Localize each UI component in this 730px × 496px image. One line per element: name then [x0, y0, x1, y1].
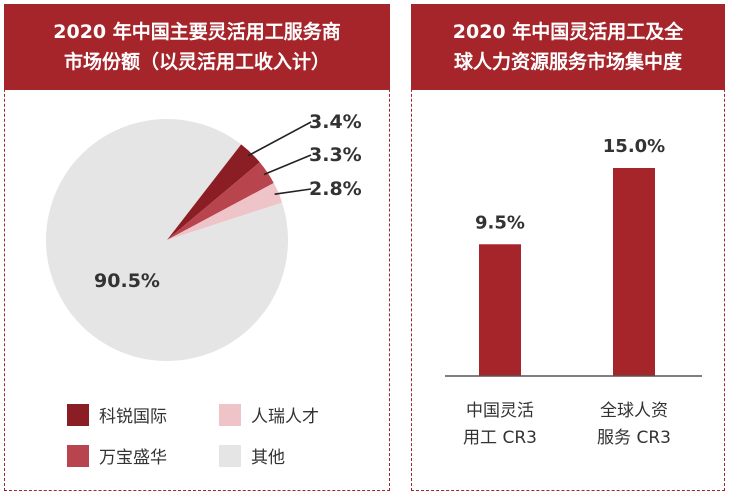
legend-item-other: 其他 [219, 443, 285, 468]
pie-slice-wanbao [167, 162, 274, 240]
pie-data-label-other: 90.5% [94, 270, 160, 292]
market-share-panel: 2020 年中国主要灵活用工服务商 市场份额（以灵活用工收入计） 3.4% 3.3… [4, 4, 390, 491]
bar-0 [479, 244, 521, 376]
pie-leader-line-kerui [247, 121, 312, 157]
legend-label-kerui: 科锐国际 [99, 407, 167, 427]
bar-chart-title: 2020 年中国灵活用工及全 球人力资源服务市场集中度 [411, 4, 725, 90]
legend-swatch-renrui [219, 403, 241, 426]
bar-1 [613, 168, 655, 376]
pie-data-label-kerui: 3.4% [309, 111, 362, 133]
pie-chart: 3.4% 3.3% 2.8% 90.5% [46, 111, 362, 361]
bar-value-label-1: 15.0% [603, 136, 665, 157]
bar-category-label-1-0: 全球人资 [600, 401, 668, 421]
pie-chart-title: 2020 年中国主要灵活用工服务商 市场份额（以灵活用工收入计） [4, 4, 390, 90]
legend-label-other: 其他 [251, 448, 285, 468]
pie-data-label-wanbao: 3.3% [309, 144, 362, 166]
pie-title-line-2: 市场份额（以灵活用工收入计） [63, 51, 330, 73]
legend-label-renrui: 人瑞人才 [251, 407, 319, 427]
bar-title-line-2: 球人力资源服务市场集中度 [453, 51, 682, 73]
pie-slice-renrui [167, 183, 283, 240]
bar-category-label-1-1: 服务 CR3 [597, 428, 671, 448]
concentration-panel: 2020 年中国灵活用工及全 球人力资源服务市场集中度 9.5% 中国灵活用工 C… [411, 4, 725, 491]
legend-item-wanbao: 万宝盛华 [67, 443, 167, 468]
legend-label-wanbao: 万宝盛华 [99, 448, 167, 468]
pie-data-label-renrui: 2.8% [309, 178, 362, 200]
bar-title-line-1: 2020 年中国灵活用工及全 [452, 21, 684, 43]
bar-category-label-0-1: 用工 CR3 [463, 428, 537, 448]
pie-leader-line-renrui [274, 188, 312, 196]
legend-item-renrui: 人瑞人才 [219, 402, 319, 427]
legend-swatch-wanbao [67, 444, 89, 467]
pie-leader-line-wanbao [263, 154, 312, 176]
bar-value-label-0: 9.5% [475, 212, 525, 233]
pie-title-line-1: 2020 年中国主要灵活用工服务商 [53, 21, 341, 43]
legend-swatch-kerui [67, 403, 89, 426]
legend-swatch-other [219, 444, 241, 467]
bar-category-label-0-0: 中国灵活 [466, 401, 534, 421]
legend-item-kerui: 科锐国际 [67, 402, 167, 427]
pie-slice-kerui [167, 144, 260, 240]
